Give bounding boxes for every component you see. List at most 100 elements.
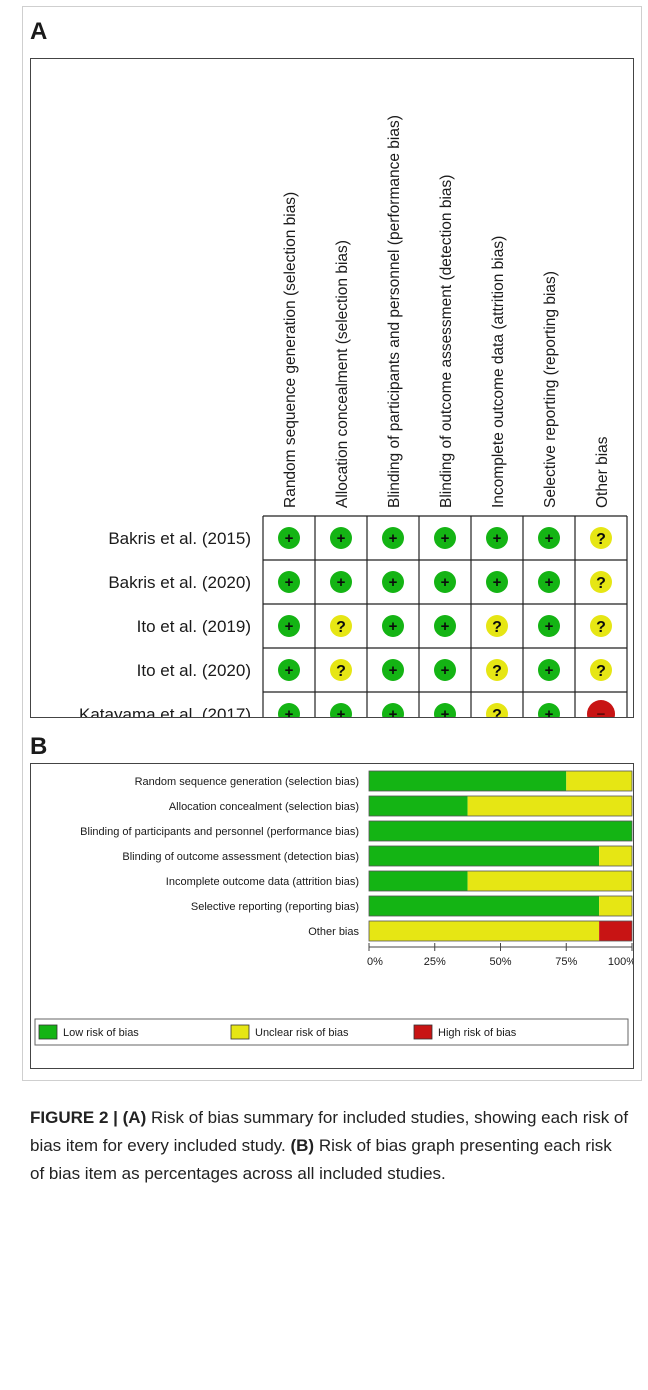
cell-symbol-r1-c1: + [285,530,294,547]
cell-unclear-r1-c7 [590,527,612,549]
x-tick-label-3: 50% [489,956,511,968]
risk-of-bias-summary-panel: Random sequence generation (selection bi… [30,58,634,869]
cell-symbol-r1-c4: + [441,530,450,547]
cell-low-r2-c4 [434,571,456,593]
panel-a-label: A [30,18,48,45]
cell-symbol-r4-c5: ? [492,663,502,680]
cell-symbol-r4-c6: + [545,662,554,679]
caption-part-a-label: (A) [122,1108,147,1127]
legend-box [34,1018,629,1046]
cell-symbol-r5-c6: + [545,706,554,717]
column-header-1: Random sequence generation (selection bi… [282,192,299,508]
row-label-2: Bakris et al. (2020) [108,573,251,592]
cell-symbol-r3-c4: + [441,618,450,635]
cell-symbol-r1-c2: + [337,530,346,547]
row-label-3: Ito et al. (2019) [137,617,251,636]
cell-symbol-r5-c4: + [441,706,450,717]
cell-low-r4-c1 [278,659,300,681]
bar-segment-7-2 [369,921,600,941]
cell-symbol-r4-c3: + [389,662,398,679]
cell-low-r3-c1 [278,615,300,637]
cell-unclear-r2-c7 [590,571,612,593]
cell-unclear-r4-c7 [590,659,612,681]
cell-unclear-r3-c7 [590,615,612,637]
column-header-4: Blinding of outcome assessment (detectio… [438,175,455,508]
row-label-4: Ito et al. (2020) [137,661,251,680]
cell-low-r2-c1 [278,571,300,593]
cell-unclear-r4-c5 [486,659,508,681]
cell-symbol-r2-c7: ? [596,575,606,592]
cell-symbol-r4-c2: ? [336,663,346,680]
legend-label-2: Unclear risk of bias [255,1027,349,1039]
cell-symbol-r4-c7: ? [596,663,606,680]
bar-outline-7 [368,920,633,942]
figure-caption: FIGURE 2 | (A) Risk of bias summary for … [30,1104,630,1188]
bar-category-label-6: Selective reporting (reporting bias) [191,901,359,913]
cell-symbol-r5-c1: + [285,706,294,717]
cell-low-r1-c2 [330,527,352,549]
legend-swatch-3 [413,1024,433,1040]
bar-segment-4-2 [599,846,632,866]
cell-low-r2-c2 [330,571,352,593]
x-tick-label-1: 0% [367,956,383,968]
cell-symbol-r1-c7: ? [596,531,606,548]
panel-b-label: B [30,733,48,760]
cell-low-r1-c6 [538,527,560,549]
bar-outline-2 [368,795,633,817]
risk-of-bias-graph-panel: Random sequence generation (selection bi… [30,763,636,1069]
cell-low-r2-c3 [382,571,404,593]
cell-symbol-r1-c5: + [493,530,502,547]
cell-low-r1-c3 [382,527,404,549]
cell-symbol-r3-c1: + [285,618,294,635]
column-header-3: Blinding of participants and personnel (… [386,115,403,508]
bar-segment-5-1 [369,871,468,891]
cell-symbol-r2-c6: + [545,574,554,591]
cell-symbol-r3-c6: + [545,618,554,635]
caption-part-a-text: Risk of bias summary for included studie… [30,1108,629,1155]
cell-symbol-r2-c1: + [285,574,294,591]
cell-low-r2-c6 [538,571,560,593]
cell-symbol-r4-c4: + [441,662,450,679]
cell-symbol-r3-c5: ? [492,619,502,636]
legend-label-1: Low risk of bias [63,1027,139,1039]
bar-outline-4 [368,845,633,867]
bar-segment-2-1 [369,796,468,816]
bar-category-label-7: Other bias [308,926,359,938]
cell-low-r3-c4 [434,615,456,637]
row-label-5: Katayama et al. (2017) [79,705,251,717]
cell-symbol-r1-c6: + [545,530,554,547]
figure-frame [22,6,642,1081]
x-tick-label-2: 25% [424,956,446,968]
caption-part-b-label: (B) [290,1136,315,1155]
legend-swatch-2 [230,1024,250,1040]
bar-segment-4-1 [369,846,600,866]
risk-of-bias-summary-chart: Random sequence generation (selection bi… [79,115,628,869]
bar-segment-6-1 [369,896,600,916]
cell-unclear-r4-c2 [330,659,352,681]
cell-low-r4-c4 [434,659,456,681]
bar-segment-7-3 [599,921,632,941]
column-header-7: Other bias [594,436,611,508]
cell-low-r4-c3 [382,659,404,681]
bar-category-label-2: Allocation concealment (selection bias) [169,801,359,813]
cell-symbol-r3-c3: + [389,618,398,635]
cell-symbol-r5-c7: − [597,706,606,717]
bar-outline-1 [368,770,633,792]
cell-symbol-r2-c5: + [493,574,502,591]
cell-low-r1-c5 [486,527,508,549]
cell-unclear-r3-c5 [486,615,508,637]
cell-symbol-r5-c5: ? [492,707,502,717]
cell-symbol-r5-c3: + [389,706,398,717]
cell-low-r3-c6 [538,615,560,637]
bar-segment-6-2 [599,896,632,916]
bar-outline-3 [368,820,633,842]
bar-segment-3-1 [369,821,632,841]
column-header-6: Selective reporting (reporting bias) [542,271,559,508]
bar-segment-2-2 [467,796,632,816]
x-tick-label-5: 100% [608,956,633,968]
cell-low-r1-c1 [278,527,300,549]
bar-category-label-4: Blinding of outcome assessment (detectio… [122,851,359,863]
cell-symbol-r2-c2: + [337,574,346,591]
cell-unclear-r3-c2 [330,615,352,637]
bar-category-label-1: Random sequence generation (selection bi… [135,776,359,788]
